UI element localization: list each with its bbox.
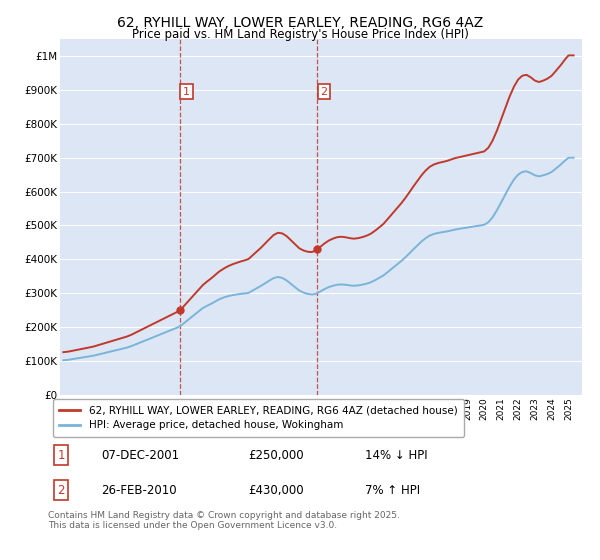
Text: 7% ↑ HPI: 7% ↑ HPI: [365, 484, 420, 497]
Text: 07-DEC-2001: 07-DEC-2001: [101, 449, 179, 462]
Text: 1: 1: [58, 449, 65, 462]
Text: 1: 1: [183, 87, 190, 97]
Text: £250,000: £250,000: [248, 449, 304, 462]
Text: 14% ↓ HPI: 14% ↓ HPI: [365, 449, 427, 462]
Text: 2: 2: [58, 484, 65, 497]
Text: 2: 2: [320, 87, 328, 97]
Text: Price paid vs. HM Land Registry's House Price Index (HPI): Price paid vs. HM Land Registry's House …: [131, 28, 469, 41]
Text: £430,000: £430,000: [248, 484, 304, 497]
Text: Contains HM Land Registry data © Crown copyright and database right 2025.
This d: Contains HM Land Registry data © Crown c…: [48, 511, 400, 530]
Text: 62, RYHILL WAY, LOWER EARLEY, READING, RG6 4AZ: 62, RYHILL WAY, LOWER EARLEY, READING, R…: [117, 16, 483, 30]
Text: 26-FEB-2010: 26-FEB-2010: [101, 484, 176, 497]
Legend: 62, RYHILL WAY, LOWER EARLEY, READING, RG6 4AZ (detached house), HPI: Average pr: 62, RYHILL WAY, LOWER EARLEY, READING, R…: [53, 399, 464, 437]
